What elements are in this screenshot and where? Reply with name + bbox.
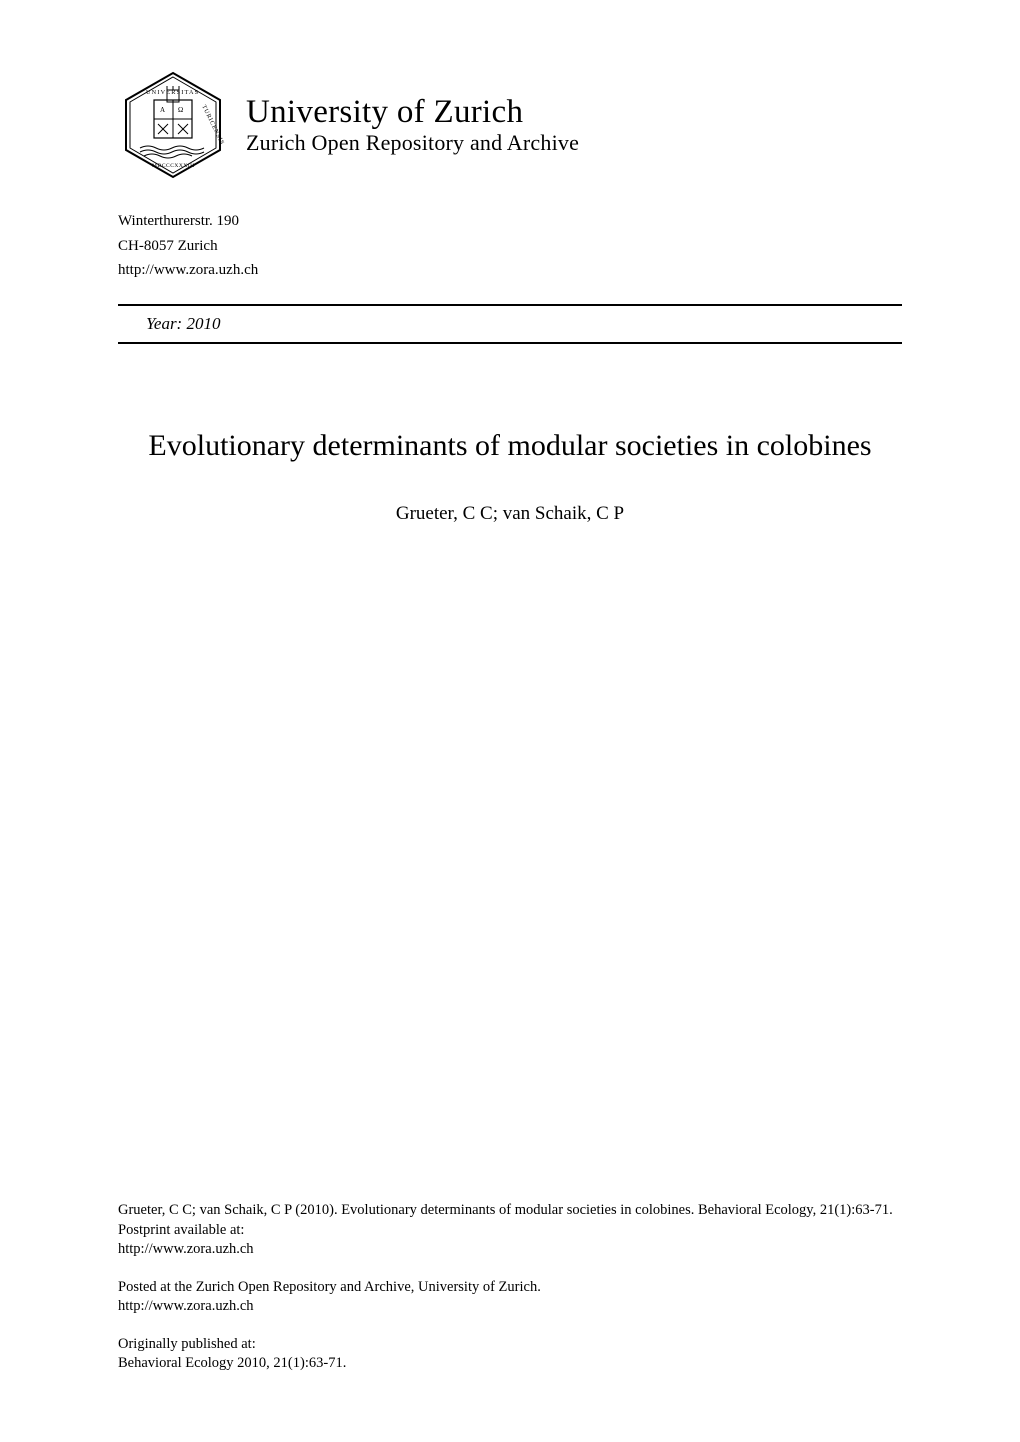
paper-title: Evolutionary determinants of modular soc…	[118, 429, 902, 463]
citation-block: Grueter, C C; van Schaik, C P (2010). Ev…	[118, 1201, 902, 1260]
svg-text:A: A	[160, 106, 165, 114]
year-line: Year: 2010	[118, 306, 902, 342]
originally-source: Behavioral Ecology 2010, 21(1):63-71.	[118, 1354, 902, 1374]
citation-text: Grueter, C C; van Schaik, C P (2010). Ev…	[118, 1201, 902, 1221]
posted-at-text: Posted at the Zurich Open Repository and…	[118, 1278, 902, 1298]
address-url: http://www.zora.uzh.ch	[118, 259, 902, 282]
seal-year-roman: MDCCCXXXIII	[152, 163, 195, 169]
postprint-url: http://www.zora.uzh.ch	[118, 1240, 902, 1260]
page-header: UNIVERSITAS TURICENSIS A Ω MDCCCXXXIII	[118, 70, 902, 180]
address-city: CH-8057 Zurich	[118, 235, 902, 258]
university-seal-logo: UNIVERSITAS TURICENSIS A Ω MDCCCXXXIII	[118, 70, 228, 180]
paper-authors: Grueter, C C; van Schaik, C P	[118, 503, 902, 525]
university-name: University of Zurich	[246, 94, 579, 130]
seal-right-text: TURICENSIS	[200, 104, 225, 146]
posted-url: http://www.zora.uzh.ch	[118, 1297, 902, 1317]
address-street: Winterthurerstr. 190	[118, 210, 902, 233]
posted-block: Posted at the Zurich Open Repository and…	[118, 1278, 902, 1317]
title-block: Evolutionary determinants of modular soc…	[118, 429, 902, 525]
svg-text:Ω: Ω	[178, 106, 183, 114]
repository-name: Zurich Open Repository and Archive	[246, 130, 579, 156]
originally-block: Originally published at: Behavioral Ecol…	[118, 1335, 902, 1374]
originally-label: Originally published at:	[118, 1335, 902, 1355]
university-text-block: University of Zurich Zurich Open Reposit…	[246, 94, 579, 157]
footer: Grueter, C C; van Schaik, C P (2010). Ev…	[118, 1201, 902, 1374]
postprint-label: Postprint available at:	[118, 1221, 902, 1241]
address-block: Winterthurerstr. 190 CH-8057 Zurich http…	[118, 210, 902, 282]
divider-rule-bottom	[118, 342, 902, 344]
